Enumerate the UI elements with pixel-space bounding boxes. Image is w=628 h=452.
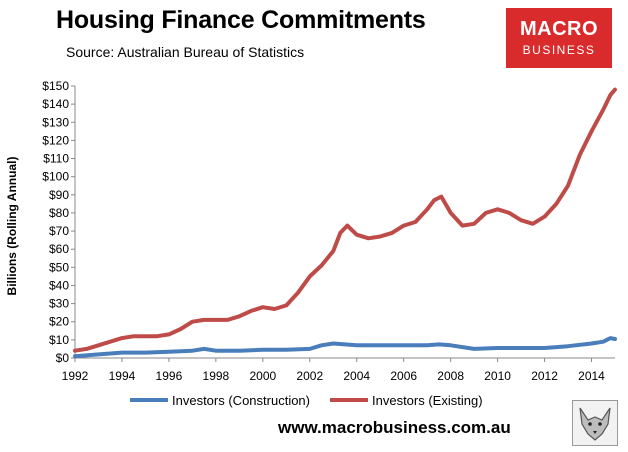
- x-axis-ticks: 1992 1994 1996 1998 2000 2002 2004 2006 2008 2010…: [62, 358, 605, 383]
- y-tick-label: $30: [49, 297, 69, 311]
- logo-line-2: BUSINESS: [522, 43, 596, 57]
- y-tick-label: $60: [49, 242, 69, 256]
- y-tick-label: $100: [42, 170, 69, 184]
- legend-item-existing: Investors (Existing): [372, 393, 483, 408]
- x-tick-label: 2008: [437, 369, 464, 383]
- y-tick-label: $40: [49, 278, 69, 292]
- y-axis-label: Billions (Rolling Annual): [5, 157, 19, 296]
- y-tick-label: $10: [49, 333, 69, 347]
- website-link[interactable]: www.macrobusiness.com.au: [278, 418, 511, 437]
- series-group: [73, 87, 617, 359]
- y-tick-label: $150: [42, 79, 69, 93]
- chart-legend: Investors (Construction) Investors (Exist…: [130, 393, 483, 408]
- x-tick-label: 2004: [343, 369, 370, 383]
- x-tick-label: 2012: [531, 369, 558, 383]
- y-tick-label: $90: [49, 188, 69, 202]
- x-tick-label: 1996: [156, 369, 183, 383]
- y-tick-label: $110: [43, 152, 69, 166]
- series-line-existing: [73, 87, 617, 353]
- y-tick-label: $120: [42, 133, 69, 147]
- x-tick-label: 1992: [62, 369, 89, 383]
- x-tick-label: 2000: [249, 369, 276, 383]
- x-tick-label: 1998: [203, 369, 230, 383]
- logo-line-1: MACRO: [519, 18, 599, 40]
- y-tick-label: $140: [42, 97, 69, 111]
- brand-logo[interactable]: MACRO BUSINESS: [506, 8, 612, 68]
- y-tick-label: $0: [56, 351, 70, 365]
- y-axis-ticks: $0 $10 $20 $30 $40 $50 $60 $70 $80 $90 $100 $110 $12…: [42, 79, 75, 365]
- legend-item-construction: Investors (Construction): [172, 393, 310, 408]
- y-tick-label: $20: [49, 315, 69, 329]
- x-tick-label: 2002: [296, 369, 323, 383]
- chart-source: Source: Australian Bureau of Statistics: [66, 44, 305, 60]
- x-tick-label: 2006: [390, 369, 417, 383]
- y-tick-label: $80: [49, 206, 69, 220]
- x-tick-label: 2010: [484, 369, 511, 383]
- y-tick-label: $70: [49, 224, 69, 238]
- page-title: Housing Finance Commitments: [56, 6, 426, 34]
- y-tick-label: $130: [42, 115, 69, 129]
- fox-icon: [572, 400, 618, 446]
- y-tick-label: $50: [49, 260, 69, 274]
- x-tick-label: 2014: [578, 369, 605, 383]
- x-tick-label: 1994: [109, 369, 136, 383]
- chart-axes: [74, 86, 615, 359]
- series-line-construction: [73, 336, 617, 359]
